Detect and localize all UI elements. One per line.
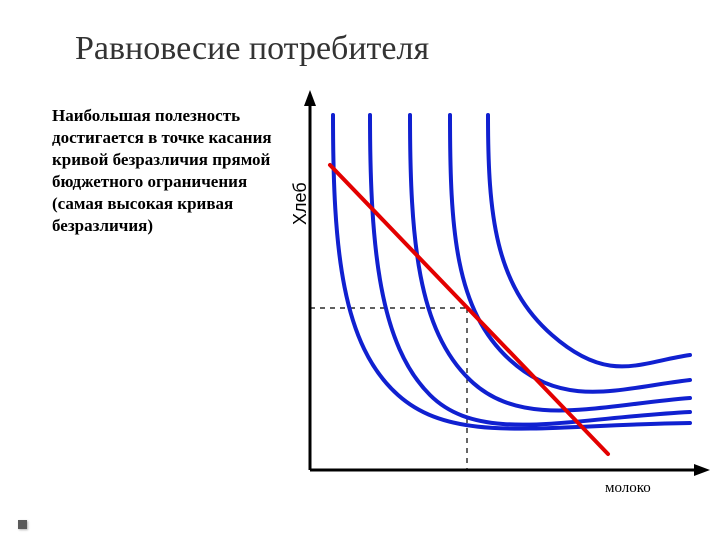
slide-bullet-icon <box>18 520 27 529</box>
consumer-equilibrium-chart <box>0 0 720 540</box>
y-axis-label: Хлеб <box>290 182 311 225</box>
x-axis-label: молоко <box>605 480 651 497</box>
